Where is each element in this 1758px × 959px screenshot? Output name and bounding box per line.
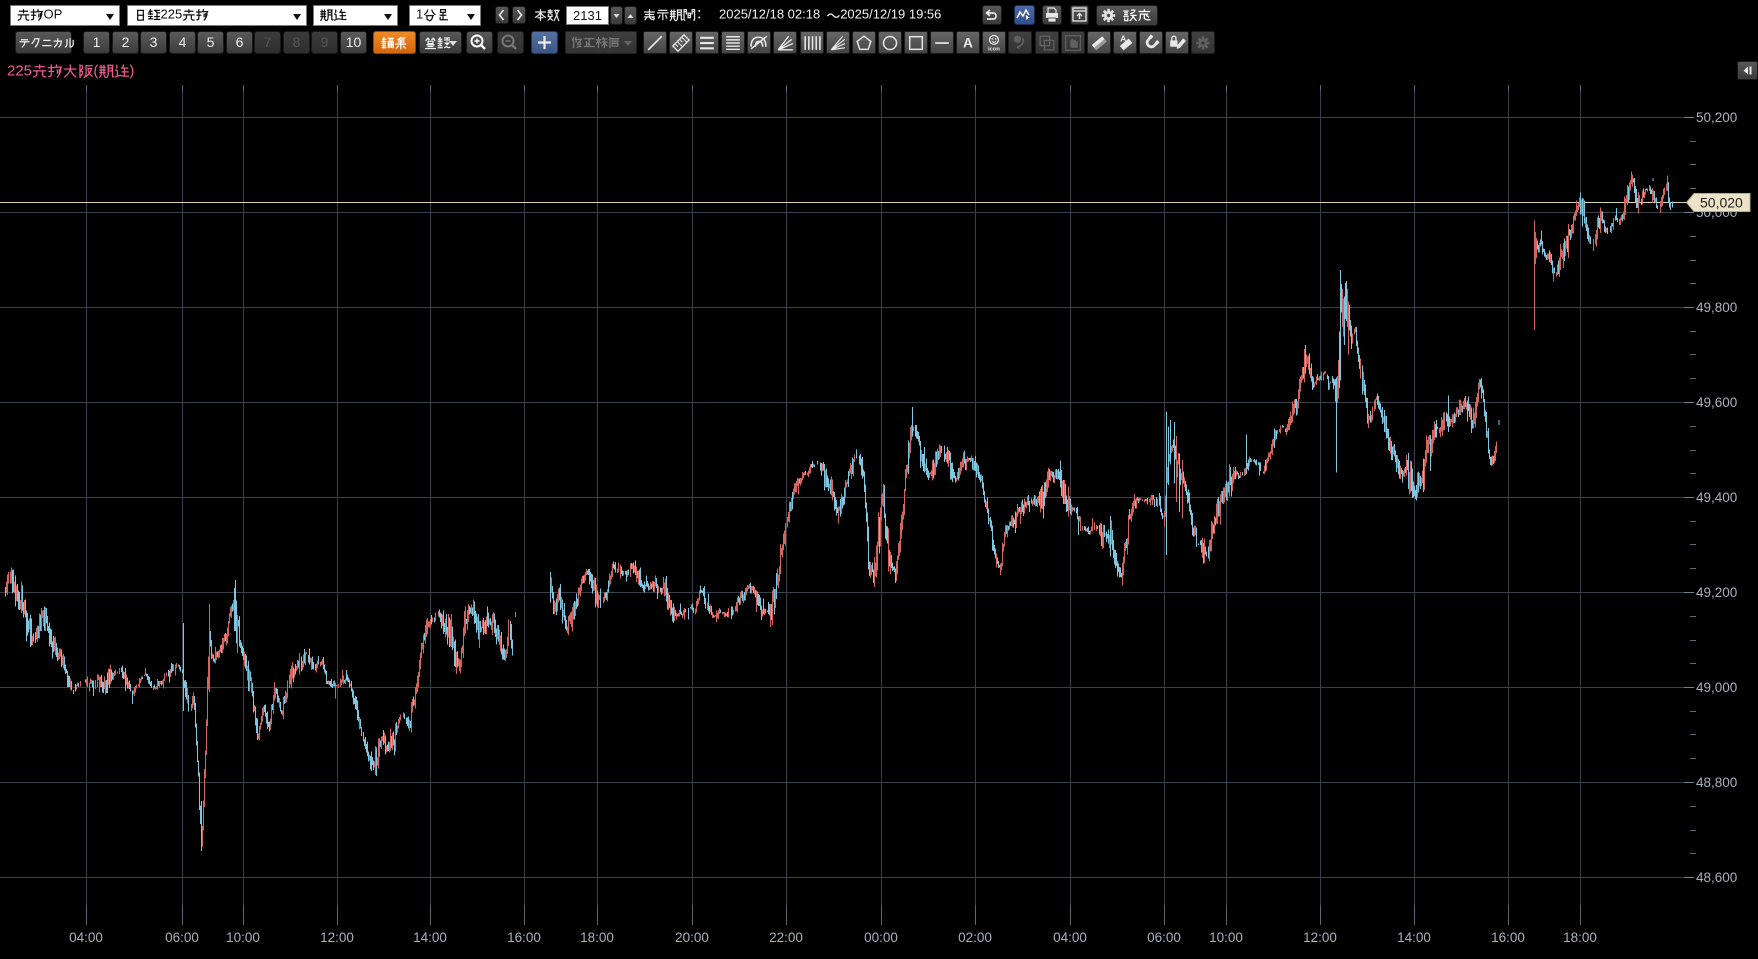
svg-text:49,200: 49,200 <box>1696 585 1737 600</box>
svg-text:48,800: 48,800 <box>1696 775 1737 790</box>
svg-text:225: 225 <box>7 62 32 79</box>
svg-text:2025/12/18 02:18: 2025/12/18 02:18 <box>719 7 820 22</box>
svg-text:A: A <box>1120 33 1126 43</box>
svg-text:06:00: 06:00 <box>165 930 199 945</box>
svg-text:2025/12/19 19:56: 2025/12/19 19:56 <box>840 7 941 22</box>
svg-text:02:00: 02:00 <box>958 930 992 945</box>
svg-text:22:00: 22:00 <box>769 930 803 945</box>
svg-text:(: ( <box>93 62 98 79</box>
svg-text:49,600: 49,600 <box>1696 395 1737 410</box>
svg-text:04:00: 04:00 <box>1053 930 1087 945</box>
svg-text:16:00: 16:00 <box>1491 930 1525 945</box>
svg-text:04:00: 04:00 <box>69 930 103 945</box>
svg-text:00:00: 00:00 <box>864 930 898 945</box>
svg-text:225: 225 <box>161 7 183 22</box>
svg-text:49,400: 49,400 <box>1696 490 1737 505</box>
svg-text:49,800: 49,800 <box>1696 300 1737 315</box>
svg-text:): ) <box>129 62 134 79</box>
svg-text:10:00: 10:00 <box>226 930 260 945</box>
svg-text:16:00: 16:00 <box>507 930 541 945</box>
svg-text:50,200: 50,200 <box>1696 110 1737 125</box>
svg-text:18:00: 18:00 <box>580 930 614 945</box>
svg-text:10:00: 10:00 <box>1209 930 1243 945</box>
svg-text:：: ： <box>696 7 709 22</box>
svg-text:OP: OP <box>44 7 63 22</box>
svg-text:14:00: 14:00 <box>1397 930 1431 945</box>
svg-text:A: A <box>963 36 973 51</box>
svg-text:06:00: 06:00 <box>1147 930 1181 945</box>
svg-text:12:00: 12:00 <box>320 930 354 945</box>
svg-text:49,000: 49,000 <box>1696 680 1737 695</box>
svg-text:48,600: 48,600 <box>1696 870 1737 885</box>
svg-text:20:00: 20:00 <box>675 930 709 945</box>
svg-text:1: 1 <box>416 7 423 22</box>
svg-text:icon: icon <box>988 46 1000 52</box>
svg-text:18:00: 18:00 <box>1563 930 1597 945</box>
svg-text:50,020: 50,020 <box>1700 195 1743 211</box>
svg-text:14:00: 14:00 <box>413 930 447 945</box>
svg-text:12:00: 12:00 <box>1303 930 1337 945</box>
